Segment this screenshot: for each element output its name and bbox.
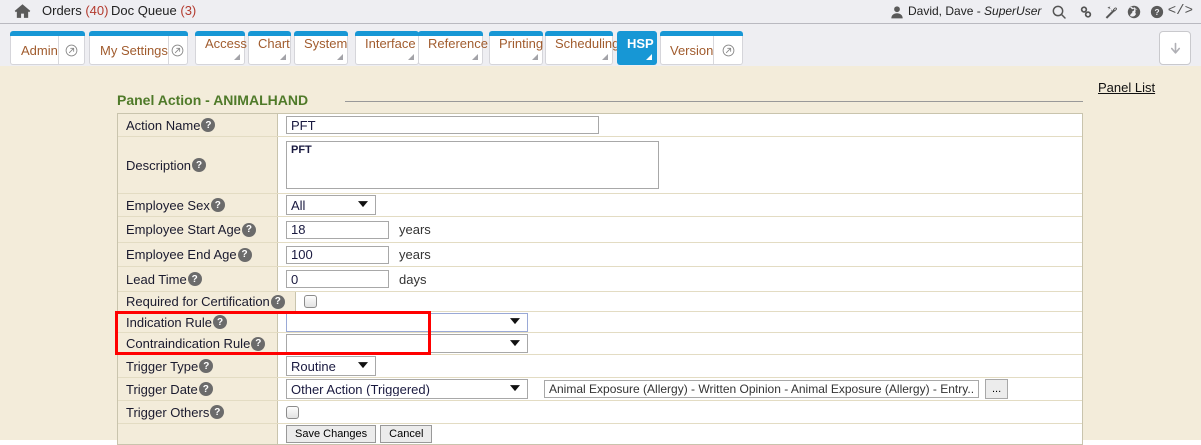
svg-text:?: ? [1154,7,1159,17]
